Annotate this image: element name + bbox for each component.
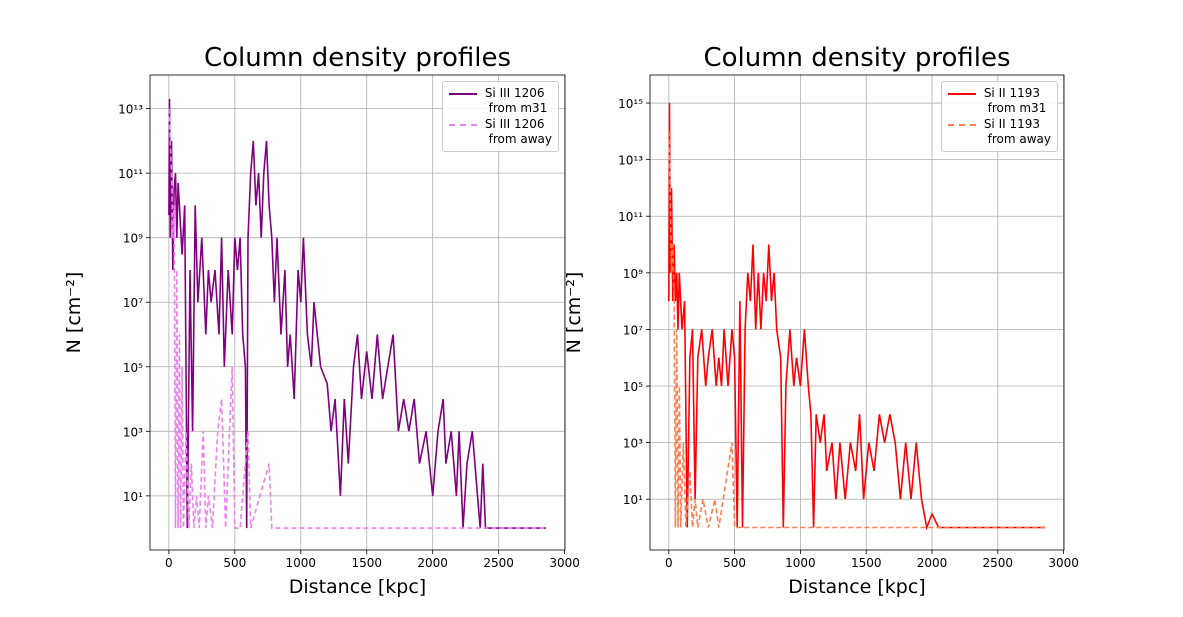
x-tick-label: 500	[723, 556, 746, 570]
legend-swatch	[947, 93, 976, 95]
legend-item: Si III 1206 from m31	[448, 86, 552, 116]
y-axis-label: N [cm⁻²]	[563, 272, 585, 354]
x-tick-label: 3000	[1048, 556, 1079, 570]
axes-frame	[149, 74, 566, 551]
x-tick-label: 1000	[785, 556, 816, 570]
y-tick-label: 10¹	[623, 493, 643, 507]
series-line	[668, 102, 1046, 531]
series-line	[168, 108, 547, 529]
y-tick-label: 10¹¹	[618, 210, 643, 224]
legend-swatch	[448, 124, 477, 126]
legend-item: Si III 1206 from away	[448, 117, 552, 147]
y-tick-label: 10⁵	[123, 361, 143, 375]
legend-label: Si II 1193 from m31	[983, 86, 1047, 115]
legend-item: Si II 1193 from m31	[947, 86, 1051, 116]
legend: Si III 1206 from m31 Si III 1206 from awa…	[441, 81, 559, 152]
y-axis-label: N [cm⁻²]	[63, 272, 85, 354]
y-tick-label: 10⁹	[123, 232, 143, 246]
legend-label: Si III 1206 from m31	[484, 86, 548, 115]
legend-swatch	[448, 93, 477, 95]
x-tick-label: 1000	[286, 556, 317, 570]
x-tick-label: 2000	[917, 556, 948, 570]
y-tick-label: 10¹³	[118, 103, 143, 117]
chart-title: Column density profiles	[204, 43, 511, 73]
y-tick-label: 10⁵	[623, 380, 643, 394]
x-tick-label: 2500	[983, 556, 1014, 570]
series-line	[168, 98, 547, 529]
y-tick-label: 10¹	[123, 490, 143, 504]
axes-frame	[649, 74, 1065, 551]
y-tick-label: 10⁷	[623, 323, 643, 337]
legend-label: Si II 1193 from away	[983, 117, 1051, 146]
y-tick-label: 10³	[123, 425, 143, 439]
x-axis-label: Distance [kpc]	[788, 576, 925, 598]
y-tick-label: 10⁷	[123, 296, 143, 310]
y-tick-label: 10¹⁵	[618, 97, 643, 111]
x-tick-label: 3000	[549, 556, 580, 570]
legend: Si II 1193 from m31 Si II 1193 from away	[940, 81, 1058, 152]
y-tick-label: 10¹¹	[118, 167, 143, 181]
x-tick-label: 1500	[851, 556, 882, 570]
x-tick-label: 2000	[417, 556, 448, 570]
x-tick-label: 0	[165, 556, 173, 570]
legend-item: Si II 1193 from away	[947, 117, 1051, 147]
y-tick-label: 10³	[623, 437, 643, 451]
chart-title: Column density profiles	[703, 43, 1010, 73]
x-tick-label: 2500	[483, 556, 514, 570]
y-tick-label: 10⁹	[623, 267, 643, 281]
x-tick-label: 500	[223, 556, 246, 570]
x-axis-label: Distance [kpc]	[289, 576, 426, 598]
legend-swatch	[947, 124, 976, 126]
series-line	[668, 131, 1046, 529]
legend-label: Si III 1206 from away	[484, 117, 552, 146]
x-tick-label: 1500	[351, 556, 382, 570]
x-tick-label: 0	[665, 556, 673, 570]
y-tick-label: 10¹³	[618, 154, 643, 168]
